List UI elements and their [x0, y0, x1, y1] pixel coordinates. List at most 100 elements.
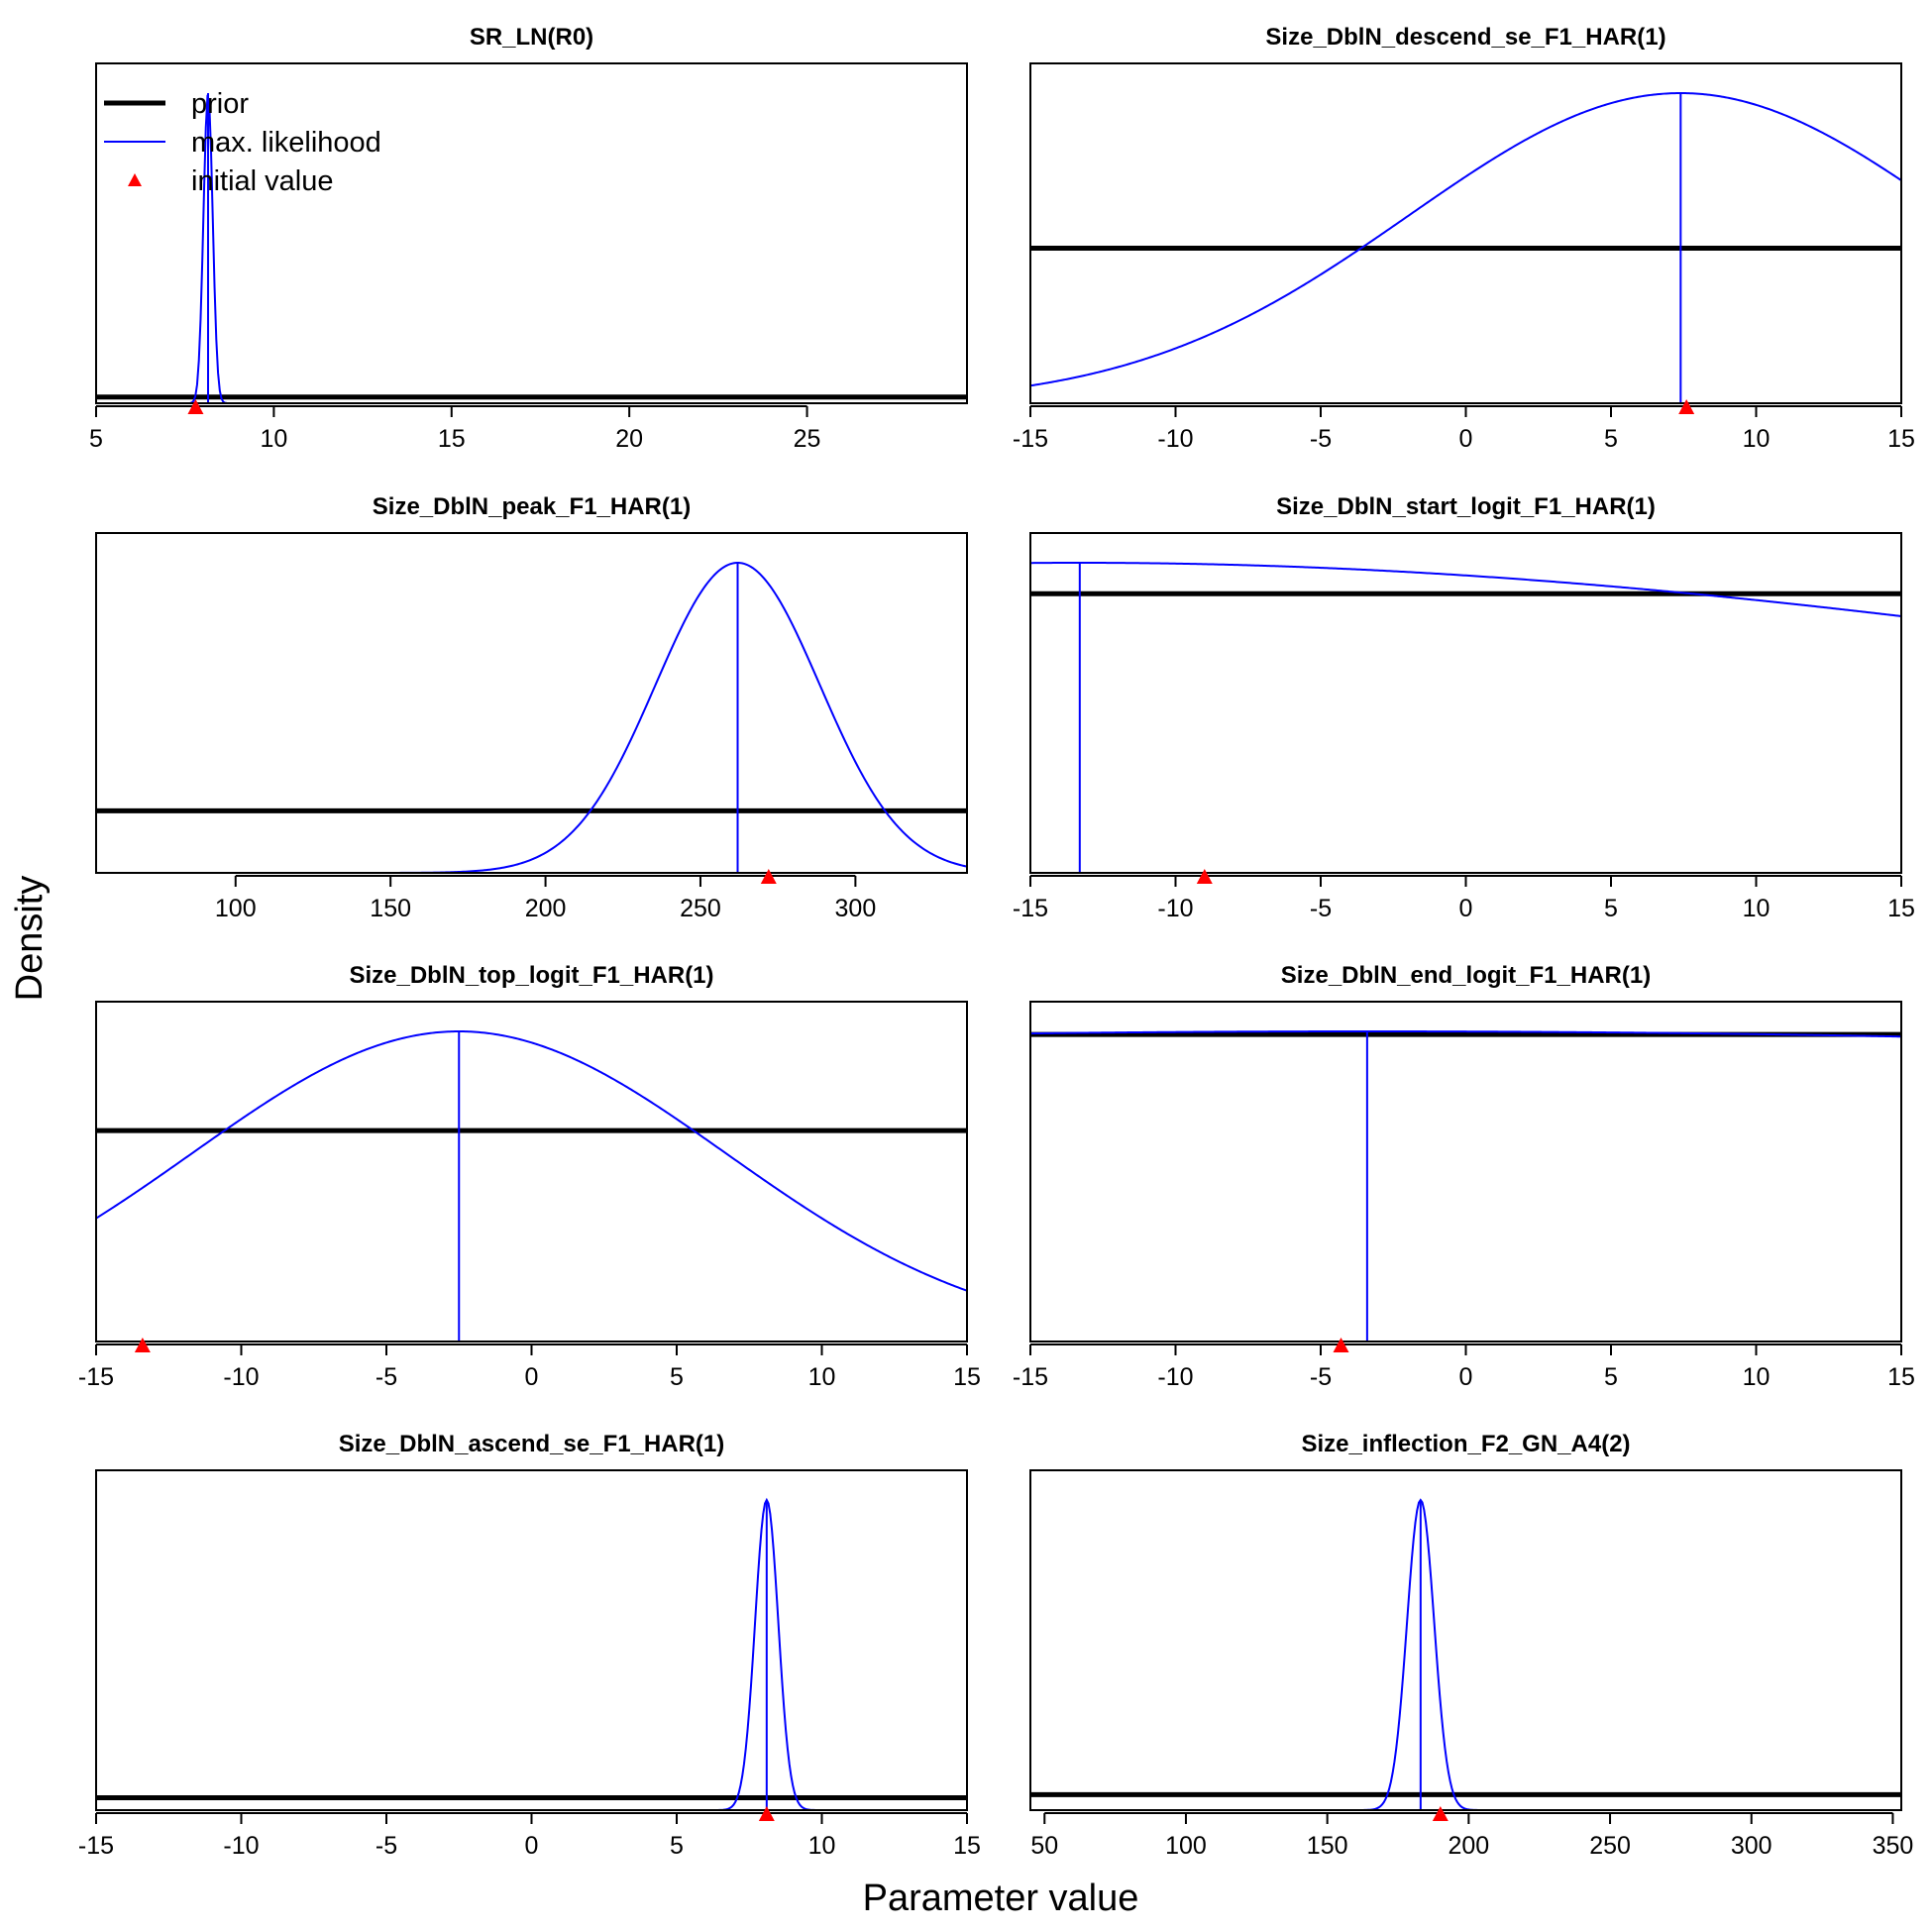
x-tick-label: 5	[670, 1832, 684, 1860]
plot-frame	[95, 62, 968, 404]
x-tick-label: -10	[223, 1832, 259, 1860]
x-tick-label: -10	[1157, 1363, 1193, 1391]
panel-title: Size_inflection_F2_GN_A4(2)	[1301, 1431, 1630, 1457]
x-tick-label: 200	[525, 895, 567, 922]
x-tick-label: -15	[1013, 895, 1048, 922]
x-tick-label: 5	[1604, 1363, 1618, 1391]
initial-value-marker	[1333, 1338, 1349, 1352]
x-tick-label: 0	[1459, 1363, 1473, 1391]
x-tick-label: 350	[1873, 1832, 1914, 1860]
mle-density-curve	[1030, 1030, 1901, 1038]
plot-frame	[95, 532, 968, 874]
x-tick-label: 5	[670, 1363, 684, 1391]
x-tick-label: 10	[260, 425, 287, 453]
x-tick-label: -5	[376, 1832, 397, 1860]
initial-value-marker	[1196, 869, 1213, 884]
x-tick-label: 20	[615, 425, 643, 453]
x-tick-label: 25	[794, 425, 821, 453]
x-tick-label: 0	[525, 1832, 539, 1860]
plot-frame	[1029, 1001, 1902, 1342]
panel-title: Size_DblN_top_logit_F1_HAR(1)	[349, 962, 713, 989]
x-tick-label: 15	[1887, 1363, 1915, 1391]
x-tick-label: 10	[1743, 1363, 1771, 1391]
panel-7: Size_DblN_ascend_se_F1_HAR(1) -15 -10 -5 0 5 1…	[78, 1431, 981, 1860]
legend-label: max. likelihood	[191, 127, 381, 159]
x-tick-label: 5	[1604, 895, 1618, 922]
x-tick-label: -5	[1310, 1363, 1332, 1391]
x-tick-label: 15	[1887, 425, 1915, 453]
x-tick-label: -10	[1157, 425, 1193, 453]
initial-value-marker	[187, 399, 204, 414]
panel-8: Size_inflection_F2_GN_A4(2) 50 100 150 200 25…	[1029, 1431, 1914, 1860]
mle-density-curve	[1030, 92, 1901, 387]
panel-2: Size_DblN_descend_se_F1_HAR(1) -15 -10 -5 0 5…	[1013, 24, 1915, 453]
x-tick-label: 10	[1743, 425, 1771, 453]
x-tick-label: 50	[1030, 1832, 1058, 1860]
plot-frame	[1029, 532, 1902, 874]
x-tick-label: 300	[835, 895, 877, 922]
panels: SR_LN(R0) 5 10 15 20 25 Size_DblN_descend_se_F…	[78, 24, 1915, 1860]
x-tick-label: 15	[1887, 895, 1915, 922]
x-tick-label: -5	[1310, 895, 1332, 922]
x-tick-label: 5	[1604, 425, 1618, 453]
panel-1: SR_LN(R0) 5 10 15 20 25	[89, 24, 968, 453]
mle-density-curve	[96, 562, 967, 873]
plot-frame	[95, 1469, 968, 1811]
x-tick-label: -5	[1310, 425, 1332, 453]
x-tick-label: 150	[370, 895, 411, 922]
x-tick-label: 15	[953, 1832, 981, 1860]
x-tick-label: -15	[78, 1832, 114, 1860]
panel-6: Size_DblN_end_logit_F1_HAR(1) -15 -10 -5 0 5 1…	[1013, 962, 1915, 1391]
panel-title: SR_LN(R0)	[470, 24, 593, 51]
initial-value-marker	[758, 1806, 775, 1821]
x-tick-label: 200	[1448, 1832, 1489, 1860]
x-tick-label: -5	[376, 1363, 397, 1391]
panel-5: Size_DblN_top_logit_F1_HAR(1) -15 -10 -5 0 5 1…	[78, 962, 981, 1391]
initial-value-marker	[1432, 1806, 1449, 1821]
x-axis-title: Parameter value	[863, 1878, 1139, 1919]
mle-density-curve	[96, 1030, 967, 1292]
x-tick-label: 300	[1731, 1832, 1772, 1860]
x-tick-label: 250	[680, 895, 721, 922]
panel-title: Size_DblN_end_logit_F1_HAR(1)	[1281, 962, 1651, 989]
x-tick-label: 15	[953, 1363, 981, 1391]
panel-4: Size_DblN_start_logit_F1_HAR(1) -15 -10 -5 0…	[1013, 493, 1915, 922]
x-tick-label: 10	[808, 1832, 836, 1860]
x-tick-label: 15	[438, 425, 466, 453]
panel-title: Size_DblN_start_logit_F1_HAR(1)	[1276, 493, 1656, 520]
panel-title: Size_DblN_ascend_se_F1_HAR(1)	[339, 1431, 725, 1457]
x-tick-label: 5	[89, 425, 103, 453]
x-tick-label: 100	[215, 895, 257, 922]
mle-density-curve	[1030, 1498, 1901, 1810]
initial-value-marker	[134, 1338, 151, 1352]
initial-value-marker	[760, 869, 777, 884]
legend: prior max. likelihood initial value	[104, 88, 381, 197]
y-axis-title: Density	[9, 876, 51, 1002]
legend-initial-swatch	[128, 173, 142, 186]
x-tick-label: 10	[1743, 895, 1771, 922]
mle-density-curve	[96, 1497, 967, 1810]
x-tick-label: 0	[1459, 425, 1473, 453]
legend-label: initial value	[191, 165, 333, 197]
panel-3: Size_DblN_peak_F1_HAR(1) 100 150 200 250 300	[95, 493, 968, 922]
x-tick-label: 10	[808, 1363, 836, 1391]
x-tick-label: 0	[525, 1363, 539, 1391]
x-tick-label: -15	[78, 1363, 114, 1391]
x-tick-label: 250	[1589, 1832, 1631, 1860]
plot-frame	[1029, 62, 1902, 404]
x-tick-label: 150	[1307, 1832, 1348, 1860]
legend-label: prior	[191, 88, 249, 120]
initial-value-marker	[1678, 399, 1695, 414]
plot-frame	[1029, 1469, 1902, 1811]
x-tick-label: 100	[1165, 1832, 1207, 1860]
x-tick-label: -15	[1013, 425, 1048, 453]
plot-frame	[95, 1001, 968, 1342]
mle-density-curve	[1030, 562, 1901, 617]
x-tick-label: -15	[1013, 1363, 1048, 1391]
x-tick-label: -10	[1157, 895, 1193, 922]
panel-title: Size_DblN_descend_se_F1_HAR(1)	[1265, 24, 1665, 51]
panel-title: Size_DblN_peak_F1_HAR(1)	[373, 493, 691, 520]
x-tick-label: 0	[1459, 895, 1473, 922]
x-tick-label: -10	[223, 1363, 259, 1391]
